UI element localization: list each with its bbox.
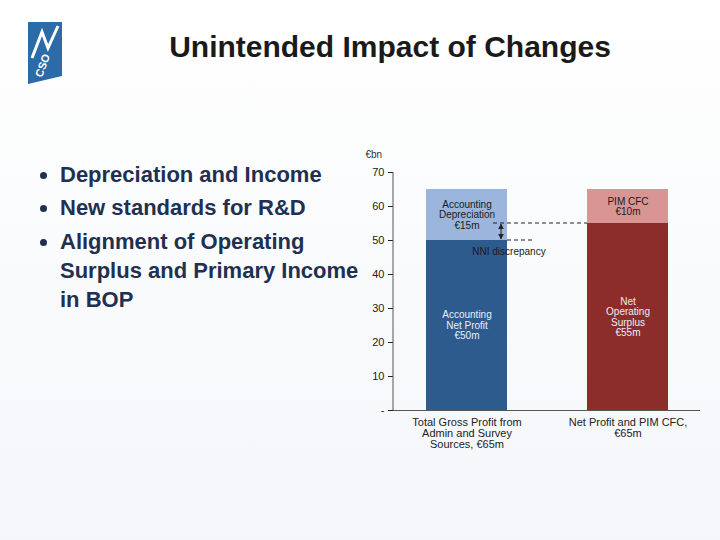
html-text:Unintended Impact of Changes: Unintended Impact of Changes bbox=[169, 30, 611, 63]
svg-text:Total Gross Profit fromAdmin a: Total Gross Profit fromAdmin and SurveyS… bbox=[412, 416, 521, 450]
svg-text:20: 20 bbox=[372, 336, 384, 348]
svg-text:CSO: CSO bbox=[33, 52, 53, 79]
svg-text:AccountingNet Profit€50m: AccountingNet Profit€50m bbox=[442, 309, 491, 341]
svg-text:NNI discrepancy: NNI discrepancy bbox=[472, 246, 545, 257]
svg-text:NetOperatingSurplus€55m: NetOperatingSurplus€55m bbox=[606, 296, 650, 339]
svg-text:30: 30 bbox=[372, 302, 384, 314]
svg-text:40: 40 bbox=[372, 268, 384, 280]
svg-text:50: 50 bbox=[372, 234, 384, 246]
svg-text:Net Profit and PIM CFC,€65m: Net Profit and PIM CFC,€65m bbox=[569, 416, 688, 439]
svg-text:PIM CFC€10m: PIM CFC€10m bbox=[607, 196, 648, 218]
html-text:Alignment of Operating Surplus: Alignment of Operating Surplus and Prima… bbox=[60, 228, 359, 312]
svg-text:10: 10 bbox=[372, 370, 384, 382]
html-text:New standards for R&D: New standards for R&D bbox=[60, 195, 306, 221]
svg-text:AccountingDepreciation€15m: AccountingDepreciation€15m bbox=[439, 199, 495, 231]
html-text:Depreciation and Income: Depreciation and Income bbox=[60, 162, 322, 187]
svg-text:60: 60 bbox=[372, 200, 384, 212]
svg-text:-: - bbox=[381, 404, 385, 416]
svg-text:70: 70 bbox=[372, 166, 384, 178]
svg-text:€bn: €bn bbox=[366, 149, 383, 160]
